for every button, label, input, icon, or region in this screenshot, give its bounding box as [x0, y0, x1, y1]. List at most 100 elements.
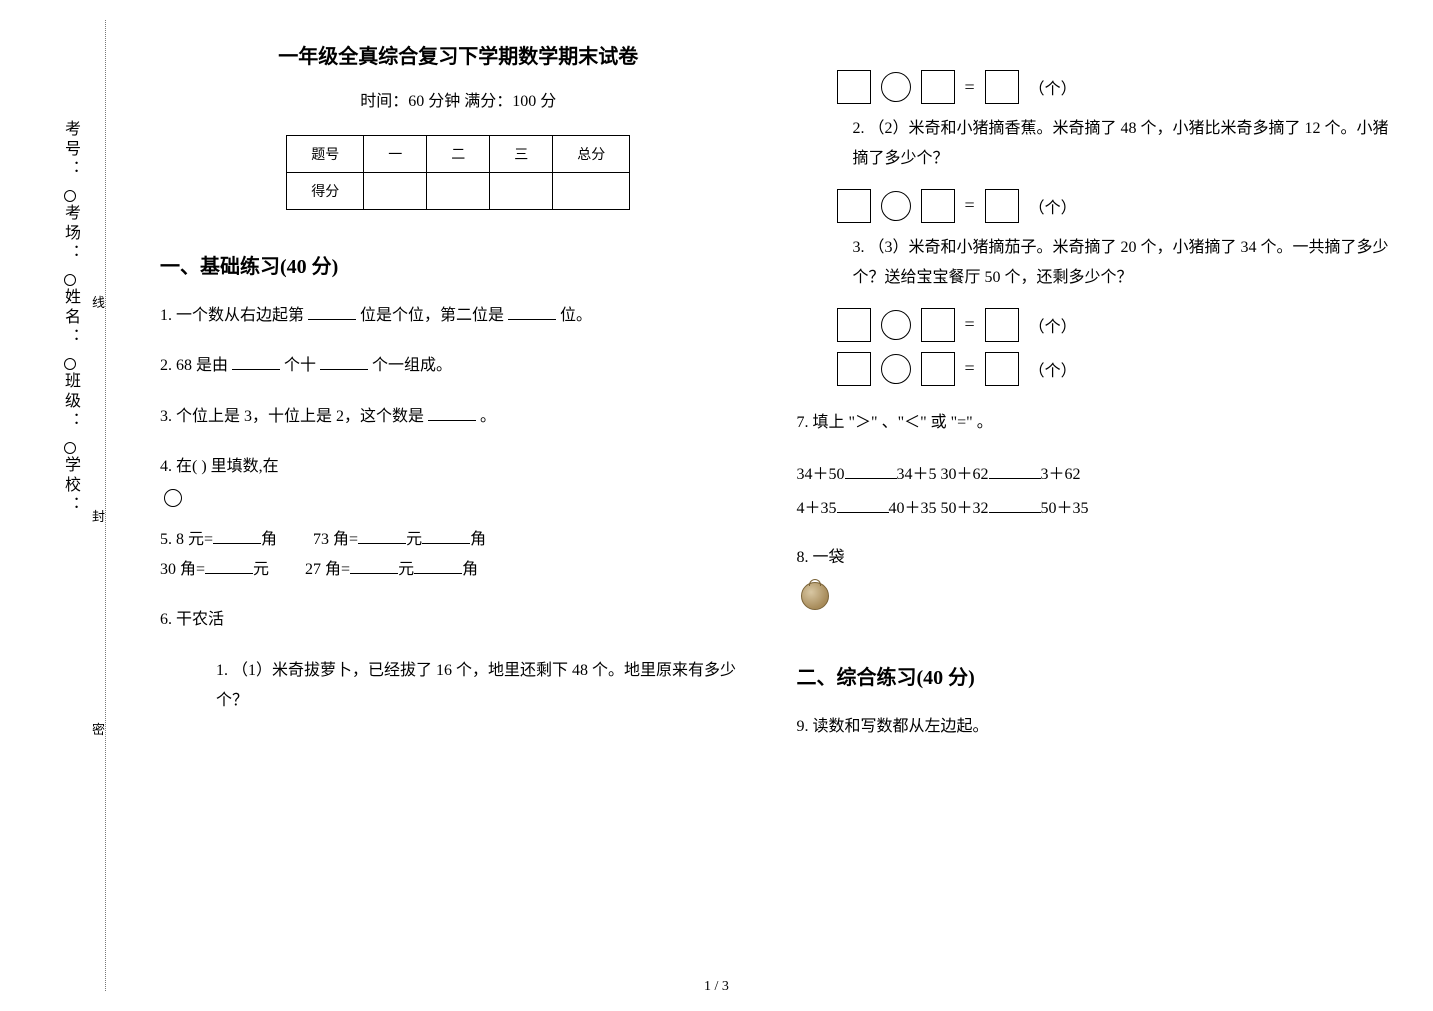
sub-number: 2.	[853, 120, 865, 137]
q-number: 2.	[160, 357, 172, 374]
q-text: 一个数从右边起第	[176, 307, 304, 324]
equation-row: = （个）	[837, 189, 1394, 223]
equation-box	[837, 189, 871, 223]
fill-blank	[989, 463, 1041, 479]
q-text: 个一组成。	[372, 357, 452, 374]
expr: 40＋35 50＋32	[889, 500, 989, 517]
question-3: 3. 个位上是 3，十位上是 2，这个数是 。	[160, 402, 757, 432]
q-text: 73 角=	[313, 531, 358, 548]
equals-sign: =	[965, 358, 975, 379]
equation-box	[921, 352, 955, 386]
seal-dotted-line: 线 封 密	[95, 20, 115, 991]
q-text: 角	[261, 531, 277, 548]
column-right: = （个） 2. （2）米奇和小猪摘香蕉。米奇摘了 48 个，小猪比米奇多摘了 …	[797, 40, 1394, 971]
q-text: 一袋	[813, 549, 845, 566]
fill-blank	[837, 497, 889, 513]
circle-icon	[164, 489, 182, 507]
q-number: 9.	[797, 718, 809, 735]
question-6-sub-3: 3. （3）米奇和小猪摘茄子。米奇摘了 20 个，小猪摘了 34 个。一共摘了多…	[853, 233, 1394, 294]
equation-box	[921, 70, 955, 104]
fill-blank	[989, 497, 1041, 513]
score-cell	[364, 173, 427, 210]
equation-circle	[881, 191, 911, 221]
side-label-room: 考场：	[58, 204, 82, 264]
equation-row: = （个）	[837, 308, 1394, 342]
seal-char: 密	[92, 719, 105, 738]
fill-blank	[213, 528, 261, 544]
fill-blank	[508, 304, 556, 320]
equation-row: = （个）	[837, 70, 1394, 104]
equation-circle	[881, 354, 911, 384]
equation-box	[985, 308, 1019, 342]
q-number: 4.	[160, 458, 172, 475]
page-content: 一年级全真综合复习下学期数学期末试卷 时间：60 分钟 满分：100 分 题号 …	[160, 40, 1393, 971]
q-text: 位。	[560, 307, 592, 324]
score-col: 总分	[553, 136, 630, 173]
fill-blank	[414, 558, 462, 574]
q-text: 在( ) 里填数,在	[176, 458, 279, 475]
q-number: 7.	[797, 414, 809, 431]
question-9: 9. 读数和写数都从左边起。	[797, 712, 1394, 742]
page-number: 1 / 3	[0, 979, 1433, 995]
equation-row: = （个）	[837, 352, 1394, 386]
equation-box	[985, 189, 1019, 223]
equals-sign: =	[965, 77, 975, 98]
question-4: 4. 在( ) 里填数,在	[160, 452, 757, 482]
question-5: 5. 8 元=角 73 角=元角 30 角=元 27 角=元角	[160, 525, 757, 586]
equals-sign: =	[965, 195, 975, 216]
seal-char: 线	[92, 292, 105, 311]
unit-label: （个）	[1029, 75, 1077, 99]
q-number: 1.	[160, 307, 172, 324]
score-cell	[553, 173, 630, 210]
side-label-school: 学校：	[58, 456, 82, 516]
equation-box	[985, 70, 1019, 104]
q-text: 27 角=	[305, 561, 350, 578]
side-label-name: 姓名：	[58, 288, 82, 348]
expr: 34＋5 30＋62	[897, 466, 989, 483]
exam-subtitle: 时间：60 分钟 满分：100 分	[160, 87, 757, 111]
seal-circle	[64, 274, 76, 286]
expr: 50＋35	[1041, 500, 1089, 517]
q-text: 。	[480, 408, 496, 425]
seal-circle	[64, 442, 76, 454]
fill-blank	[358, 528, 406, 544]
seal-char: 封	[92, 506, 105, 525]
expr: 3＋62	[1041, 466, 1081, 483]
score-label: 得分	[287, 173, 364, 210]
question-7: 7. 填上 "＞" 、"＜" 或 "=" 。	[797, 408, 1394, 438]
exam-title: 一年级全真综合复习下学期数学期末试卷	[160, 40, 757, 69]
unit-label: （个）	[1029, 357, 1077, 381]
score-row-header: 题号 一 二 三 总分	[287, 136, 630, 173]
question-6-sub-2: 2. （2）米奇和小猪摘香蕉。米奇摘了 48 个，小猪比米奇多摘了 12 个。小…	[853, 114, 1394, 175]
q-number: 3.	[160, 408, 172, 425]
sub-number: 1.	[216, 662, 228, 679]
sub-number: 3.	[853, 239, 865, 256]
q-text: 68 是由	[176, 357, 228, 374]
q-number: 5.	[160, 531, 172, 548]
q-text: 元	[398, 561, 414, 578]
fill-blank	[320, 354, 368, 370]
score-col: 一	[364, 136, 427, 173]
equation-circle	[881, 72, 911, 102]
score-table: 题号 一 二 三 总分 得分	[286, 135, 630, 210]
q-text: 元	[406, 531, 422, 548]
sub-text: （3）米奇和小猪摘茄子。米奇摘了 20 个，小猪摘了 34 个。一共摘了多少个？…	[853, 239, 1389, 286]
fill-blank	[205, 558, 253, 574]
q-text: 位是个位，第二位是	[360, 307, 504, 324]
q-text: 元	[253, 561, 269, 578]
question-7-expressions: 34＋5034＋5 30＋623＋62 4＋3540＋35 50＋3250＋35	[797, 458, 1394, 525]
q-text: 8 元=	[176, 531, 213, 548]
q-text: 填上 "＞" 、"＜" 或 "=" 。	[813, 414, 993, 431]
expr: 34＋50	[797, 466, 845, 483]
score-col: 二	[427, 136, 490, 173]
unit-label: （个）	[1029, 313, 1077, 337]
q-text: 角	[462, 561, 478, 578]
fill-blank	[422, 528, 470, 544]
q-text: 30 角=	[160, 561, 205, 578]
question-8: 8. 一袋	[797, 543, 1394, 573]
equals-sign: =	[965, 314, 975, 335]
bag-icon	[801, 582, 829, 610]
question-6-sub-1: 1. （1）米奇拔萝卜，已经拔了 16 个，地里还剩下 48 个。地里原来有多少…	[216, 656, 757, 717]
fill-blank	[308, 304, 356, 320]
fill-blank	[350, 558, 398, 574]
